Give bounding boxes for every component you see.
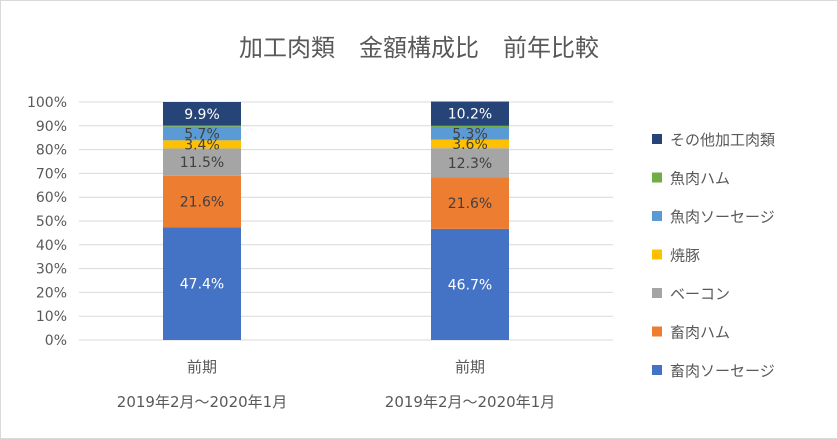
bar-segment — [431, 139, 509, 149]
chart-title: 加工肉類 金額構成比 前年比較 — [239, 34, 599, 62]
y-axis: 0% 10% 20% 30% 40% 50% 60% 70% 80% 90% 100% — [27, 95, 67, 349]
y-tick-label: 70% — [36, 166, 67, 182]
bar-segment — [431, 148, 509, 178]
legend-label: 魚肉ハム — [670, 170, 730, 188]
legend-label: 畜肉ソーセージ — [670, 362, 775, 380]
legend-swatch — [652, 249, 662, 260]
x-category-label: 前期 — [187, 358, 217, 376]
data-labels: 47.4% 21.6% 11.5% 3.4%5.7% 9.9% 46.7% 21.6% 12.… — [180, 107, 492, 294]
bar-segment — [431, 126, 509, 140]
legend-swatch — [652, 288, 662, 298]
data-label: 3.6% — [452, 137, 488, 153]
x-category-label: 2019年2月～2020年1月 — [117, 393, 287, 411]
data-label: 11.5% — [180, 155, 224, 171]
bar-segment — [431, 228, 509, 340]
data-label: 3.4% — [184, 137, 220, 153]
legend-swatch — [652, 326, 662, 337]
bar-segment — [163, 140, 241, 149]
y-tick-label: 60% — [36, 190, 67, 206]
bar-segment — [163, 148, 241, 176]
y-tick-label: 40% — [36, 238, 67, 254]
data-label: 21.6% — [180, 194, 224, 210]
legend-swatch — [652, 211, 662, 221]
data-label: 5.7% — [184, 127, 220, 143]
bars — [163, 101, 509, 340]
legend-label: 畜肉ハム — [670, 324, 730, 342]
bar-segment — [431, 101, 509, 126]
legend-swatch — [652, 134, 662, 144]
gridlines — [79, 101, 613, 341]
bar-segment — [163, 126, 241, 141]
bar-segment — [163, 227, 241, 340]
data-label: 46.7% — [448, 277, 492, 293]
y-tick-label: 100% — [27, 95, 67, 111]
y-tick-label: 50% — [36, 214, 67, 230]
legend-swatch — [652, 172, 662, 183]
legend-label: 魚肉ソーセージ — [670, 208, 775, 226]
y-tick-label: 0% — [45, 333, 67, 349]
bar-segment — [163, 125, 241, 127]
x-category-label: 前期 — [455, 358, 485, 376]
y-tick-label: 10% — [36, 309, 67, 325]
data-label: 21.6% — [448, 196, 492, 212]
y-tick-label: 80% — [36, 143, 67, 159]
y-tick-label: 30% — [36, 262, 67, 278]
legend-swatch — [652, 365, 662, 375]
bar-segment — [431, 177, 509, 229]
legend-label: その他加工肉類 — [670, 131, 775, 149]
data-label: 47.4% — [180, 277, 224, 293]
bar-segment — [431, 125, 509, 127]
y-tick-label: 90% — [36, 119, 67, 135]
legend-label: ベーコン — [670, 285, 730, 303]
data-label: 5.3% — [452, 126, 488, 142]
bar-segment — [163, 175, 241, 228]
data-label: 10.2% — [448, 107, 492, 123]
data-label: 9.9% — [184, 107, 220, 123]
legend-label: 焼豚 — [670, 247, 700, 265]
data-label: 12.3% — [448, 156, 492, 172]
bar-segment — [163, 102, 241, 126]
x-category-label: 2019年2月～2020年1月 — [385, 393, 555, 411]
y-tick-label: 20% — [36, 285, 67, 301]
